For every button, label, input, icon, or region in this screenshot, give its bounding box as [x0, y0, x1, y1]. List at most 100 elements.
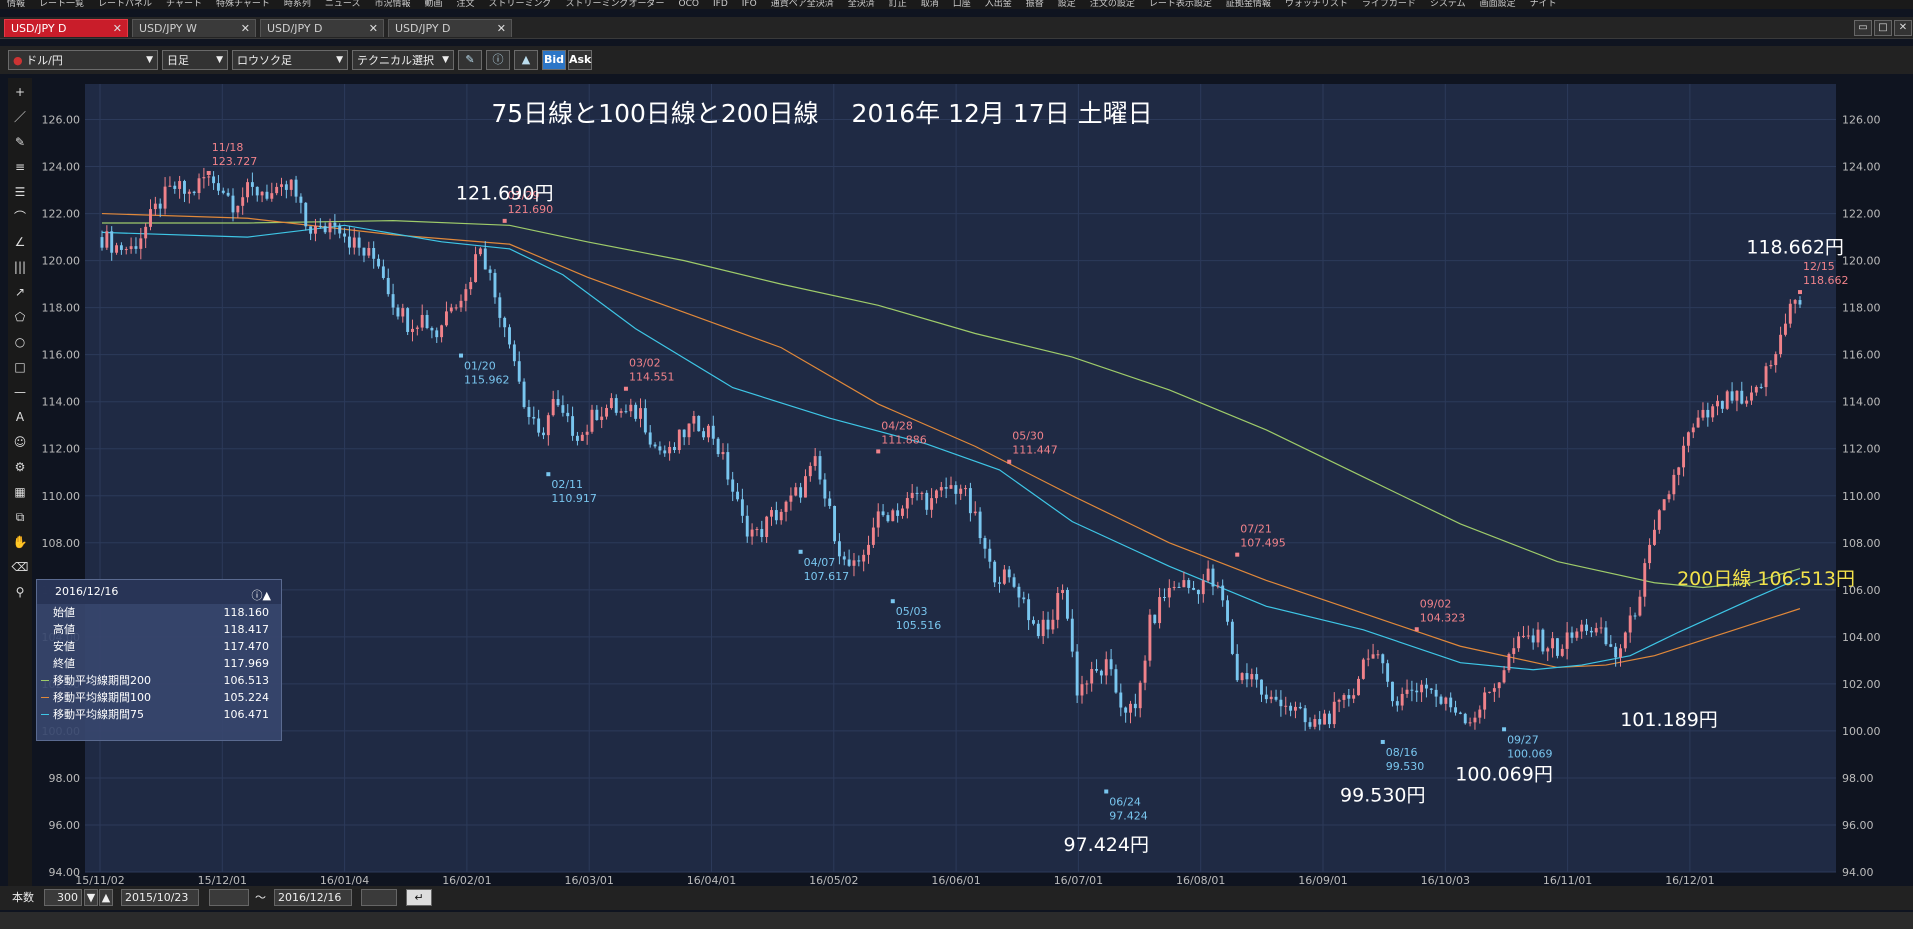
- tab-close-icon[interactable]: ✕: [496, 22, 506, 35]
- candle-body: [1575, 631, 1579, 638]
- menu-item[interactable]: 口座: [952, 0, 971, 9]
- area-chart-icon[interactable]: ▲: [514, 50, 538, 70]
- menu-item[interactable]: 取消: [920, 0, 939, 9]
- candle-body: [197, 178, 201, 194]
- period-select[interactable]: 日足 ▼: [162, 50, 228, 70]
- menu-item[interactable]: 注文: [456, 0, 475, 9]
- menu-item[interactable]: IFD: [713, 0, 728, 9]
- drawing-tool-icon[interactable]: ✎: [14, 135, 26, 149]
- candle-body: [153, 203, 157, 210]
- menu-item[interactable]: 証拠金情報: [1225, 0, 1271, 9]
- maximize-icon[interactable]: □: [1874, 20, 1892, 36]
- menu-item[interactable]: レート一覧: [39, 0, 85, 9]
- tab-2[interactable]: USD/JPY D ✕: [260, 19, 384, 37]
- count-input[interactable]: 300: [44, 889, 82, 906]
- tab-close-icon[interactable]: ✕: [112, 22, 122, 35]
- date-to-input[interactable]: 2016/12/16: [274, 889, 352, 906]
- candle-body: [595, 409, 599, 421]
- count-up-icon[interactable]: ▲: [99, 889, 113, 906]
- menu-item[interactable]: ライフカード: [1361, 0, 1416, 9]
- info-toggle-icon[interactable]: ⓘ▲: [251, 589, 271, 602]
- extreme-marker: [890, 599, 895, 604]
- candle-body: [1012, 577, 1016, 587]
- menu-item[interactable]: 情報: [7, 0, 26, 9]
- candle-body: [1119, 692, 1123, 708]
- menu-item[interactable]: レートパネル: [98, 0, 153, 9]
- date-from-input[interactable]: 2015/10/23: [121, 889, 199, 906]
- close-window-icon[interactable]: ✕: [1894, 20, 1912, 36]
- drawing-tool-icon[interactable]: ☰: [14, 185, 26, 199]
- info-icon[interactable]: ⓘ: [486, 50, 510, 70]
- drawing-tool-icon[interactable]: ↗: [14, 285, 26, 299]
- drawing-tool-icon[interactable]: ≡: [14, 160, 26, 174]
- candle-body: [1095, 669, 1098, 671]
- menu-item[interactable]: 設定: [1057, 0, 1076, 9]
- menu-item[interactable]: 市況情報: [374, 0, 411, 9]
- time-to-input[interactable]: [361, 889, 397, 906]
- restore-icon[interactable]: ▭: [1854, 20, 1872, 36]
- time-from-input[interactable]: [209, 889, 249, 906]
- drawing-tool-icon[interactable]: □: [14, 360, 26, 374]
- drawing-tool-icon[interactable]: ⚙: [14, 460, 26, 474]
- menu-item[interactable]: IFO: [741, 0, 757, 9]
- menu-item[interactable]: ニュース: [324, 0, 361, 9]
- menu-item[interactable]: 入出金: [984, 0, 1012, 9]
- drawing-tool-icon[interactable]: ⌒: [13, 210, 26, 224]
- menu-item[interactable]: システム: [1429, 0, 1466, 9]
- drawing-tool-icon[interactable]: ／: [13, 110, 26, 124]
- menu-item[interactable]: ナイト: [1529, 0, 1557, 9]
- menu-item[interactable]: 注文の設定: [1089, 0, 1135, 9]
- drawing-tool-icon[interactable]: |||: [13, 260, 27, 274]
- tab-0[interactable]: USD/JPY D ✕: [4, 19, 128, 37]
- menu-item[interactable]: 振替: [1025, 0, 1044, 9]
- candle-body: [1099, 670, 1103, 676]
- pen-icon[interactable]: ✎: [458, 50, 482, 70]
- count-label: 本数: [12, 891, 34, 904]
- menu-item[interactable]: 特殊チャート: [215, 0, 270, 9]
- menu-item[interactable]: 訂正: [888, 0, 907, 9]
- candle-body: [1245, 673, 1249, 680]
- menu-item[interactable]: 時系列: [283, 0, 311, 9]
- menu-item[interactable]: 全決済: [847, 0, 875, 9]
- extreme-marker: [876, 449, 881, 454]
- drawing-tool-icon[interactable]: ∠: [14, 235, 26, 249]
- menu-item[interactable]: 通貨ペア全決済: [770, 0, 834, 9]
- apply-icon[interactable]: ↵: [406, 889, 432, 906]
- menu-item[interactable]: チャート: [166, 0, 202, 9]
- tab-close-icon[interactable]: ✕: [368, 22, 378, 35]
- menu-item[interactable]: レート表示設定: [1148, 0, 1212, 9]
- drawing-tool-icon[interactable]: ○: [14, 335, 26, 349]
- extreme-date-label: 03/02: [629, 357, 661, 370]
- drawing-tool-icon[interactable]: —: [14, 385, 26, 399]
- tab-1[interactable]: USD/JPY W ✕: [132, 19, 256, 37]
- drawing-tool-icon[interactable]: ⚲: [15, 585, 25, 599]
- menu-item[interactable]: OCO: [678, 0, 699, 9]
- drawing-tool-icon[interactable]: ⬠: [14, 310, 26, 324]
- menu-item[interactable]: ストリーミング: [488, 0, 552, 9]
- drawing-tool-icon[interactable]: ⧉: [15, 510, 25, 524]
- candle-body: [1604, 627, 1608, 645]
- drawing-tool-icon[interactable]: ⌫: [11, 560, 29, 574]
- y-tick-label-right: 116.00: [1842, 349, 1881, 362]
- tab-close-icon[interactable]: ✕: [240, 22, 250, 35]
- menu-item[interactable]: 画面設定: [1479, 0, 1516, 9]
- candle-body: [1143, 660, 1147, 683]
- drawing-tool-icon[interactable]: A: [15, 410, 25, 424]
- technical-select[interactable]: テクニカル選択 ▼: [352, 50, 454, 70]
- menu-item[interactable]: ウォッチリスト: [1284, 0, 1348, 9]
- currency-pair-select[interactable]: ● ドル/円 ▼: [8, 50, 158, 70]
- menu-item[interactable]: ストリーミングオーダー: [565, 0, 665, 9]
- drawing-tool-icon[interactable]: ▦: [14, 485, 26, 499]
- chart-type-select[interactable]: ロウソク足 ▼: [232, 50, 348, 70]
- candle-body: [498, 297, 502, 318]
- drawing-tool-icon[interactable]: ✋: [12, 535, 28, 549]
- bid-button[interactable]: Bid: [542, 50, 566, 70]
- menu-item[interactable]: 動画: [424, 0, 443, 9]
- drawing-tool-icon[interactable]: +: [14, 85, 26, 99]
- count-down-icon[interactable]: ▼: [84, 889, 98, 906]
- y-tick-label-right: 106.00: [1842, 584, 1881, 597]
- tab-3[interactable]: USD/JPY D ✕: [388, 19, 512, 37]
- ask-button[interactable]: Ask: [568, 50, 592, 70]
- drawing-tool-icon[interactable]: ☺: [13, 435, 27, 449]
